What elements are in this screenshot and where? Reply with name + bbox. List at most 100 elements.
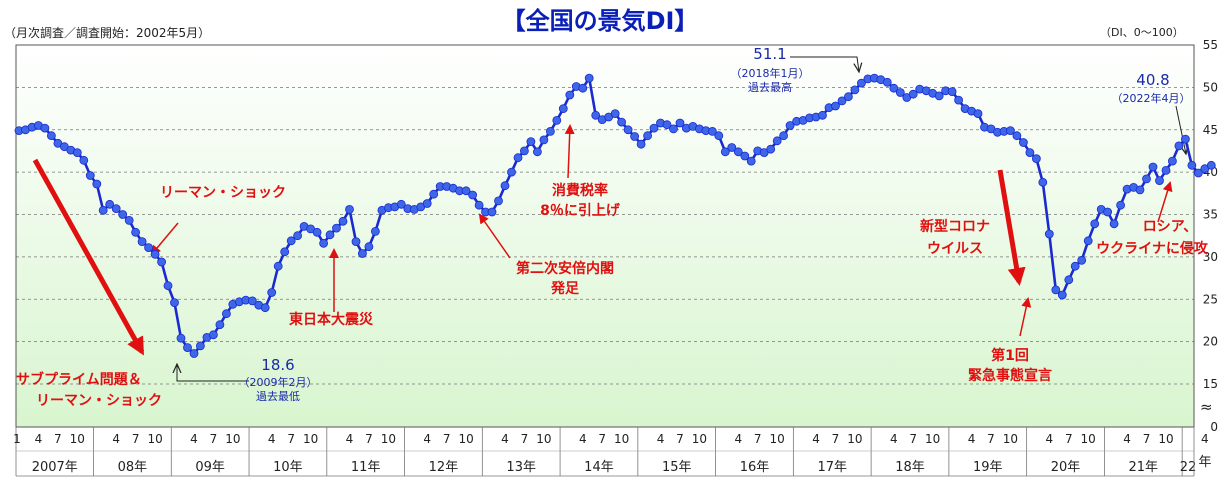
data-point [818, 110, 827, 120]
data-point [124, 215, 134, 225]
data-point [1025, 148, 1035, 158]
min-date-label: （2009年2月） [238, 376, 318, 389]
year-label: 20年 [1051, 460, 1081, 475]
year-label: 12年 [429, 460, 459, 475]
year-label: 10年 [273, 460, 303, 475]
header-left: （月次調査／調査開始：2002年5月） [4, 26, 211, 40]
data-point [312, 227, 322, 237]
data-point [1116, 200, 1125, 210]
data-point [98, 205, 108, 215]
data-point [72, 148, 82, 158]
data-point [584, 73, 594, 83]
data-point [208, 330, 218, 340]
data-point [714, 131, 724, 141]
data-point [286, 236, 296, 246]
month-tick-label: 4 [346, 432, 354, 446]
month-tick-label: 10 [925, 432, 940, 446]
month-tick-label: 10 [381, 432, 396, 446]
data-point [79, 155, 89, 165]
data-point [565, 90, 575, 100]
chart-title: 【全国の景気DI】 [501, 7, 699, 35]
min-caption: 過去最低 [256, 390, 300, 403]
data-point [1103, 207, 1112, 217]
data-point [1070, 261, 1080, 271]
month-tick-label: 4 [190, 432, 198, 446]
data-point [882, 77, 892, 87]
data-point [1155, 176, 1164, 186]
year-label: 18年 [895, 460, 925, 475]
data-point [675, 118, 685, 128]
month-tick-label: 7 [987, 432, 995, 446]
data-point [280, 247, 290, 257]
data-point [837, 96, 847, 106]
data-point [785, 121, 795, 130]
data-point [131, 227, 141, 237]
data-point [111, 204, 121, 214]
data-point [183, 343, 192, 353]
data-point [338, 216, 348, 226]
data-point [513, 153, 523, 163]
y-tick-label: 35 [1203, 208, 1218, 222]
data-point [947, 87, 957, 96]
tax-arrow [564, 124, 575, 179]
year-label: 09年 [195, 460, 225, 475]
data-point [591, 110, 601, 120]
data-point [578, 83, 588, 93]
data-point [533, 147, 542, 157]
plot-frame [15, 44, 1195, 428]
data-point [105, 199, 115, 209]
data-point [636, 139, 646, 149]
month-tick-label: 7 [598, 432, 606, 446]
month-tick-label: 10 [692, 432, 707, 446]
month-tick-label: 7 [210, 432, 218, 446]
month-tick-label: 4 [501, 432, 509, 446]
data-point [260, 303, 270, 313]
year-unit-label: 年 [1198, 455, 1211, 470]
data-point [195, 341, 205, 351]
data-point [1187, 160, 1197, 170]
data-point [157, 257, 167, 267]
month-tick-label: 7 [132, 432, 140, 446]
data-point [345, 204, 354, 214]
data-point [623, 125, 633, 135]
data-point [215, 320, 225, 330]
data-point [669, 124, 678, 134]
data-point [293, 231, 303, 241]
data-point [500, 181, 510, 191]
data-point [539, 135, 549, 145]
month-tick-label: 4 [35, 432, 43, 446]
data-point [850, 85, 860, 95]
data-point [740, 151, 750, 161]
data-point [1109, 219, 1119, 229]
data-point [746, 156, 756, 166]
data-point [429, 189, 439, 199]
data-point [163, 281, 173, 291]
month-tick-label: 4 [1045, 432, 1053, 446]
data-point [1206, 160, 1216, 170]
data-point [422, 199, 432, 208]
month-tick-label: 4 [1123, 432, 1131, 446]
data-point [351, 237, 361, 247]
data-point [610, 109, 620, 118]
month-tick-label: 10 [303, 432, 318, 446]
y-tick-label: 0 [1210, 420, 1218, 434]
data-point [1142, 174, 1151, 184]
series-markers [14, 73, 1216, 358]
data-point [176, 333, 186, 343]
data-point [779, 131, 788, 141]
data-point [733, 147, 743, 157]
covid-label-1: 新型コロナ [920, 219, 990, 235]
data-point [857, 78, 866, 88]
data-point [1006, 126, 1015, 136]
data-point [831, 101, 840, 111]
data-point [474, 200, 484, 210]
data-point [772, 136, 782, 146]
month-tick-label: 4 [1201, 432, 1209, 446]
data-point [170, 298, 179, 308]
month-tick-label: 4 [423, 432, 431, 446]
data-point [954, 95, 963, 105]
min-callout-arrow [177, 364, 249, 382]
month-tick-label: 10 [147, 432, 162, 446]
data-point [844, 92, 853, 102]
data-point [1012, 131, 1022, 141]
